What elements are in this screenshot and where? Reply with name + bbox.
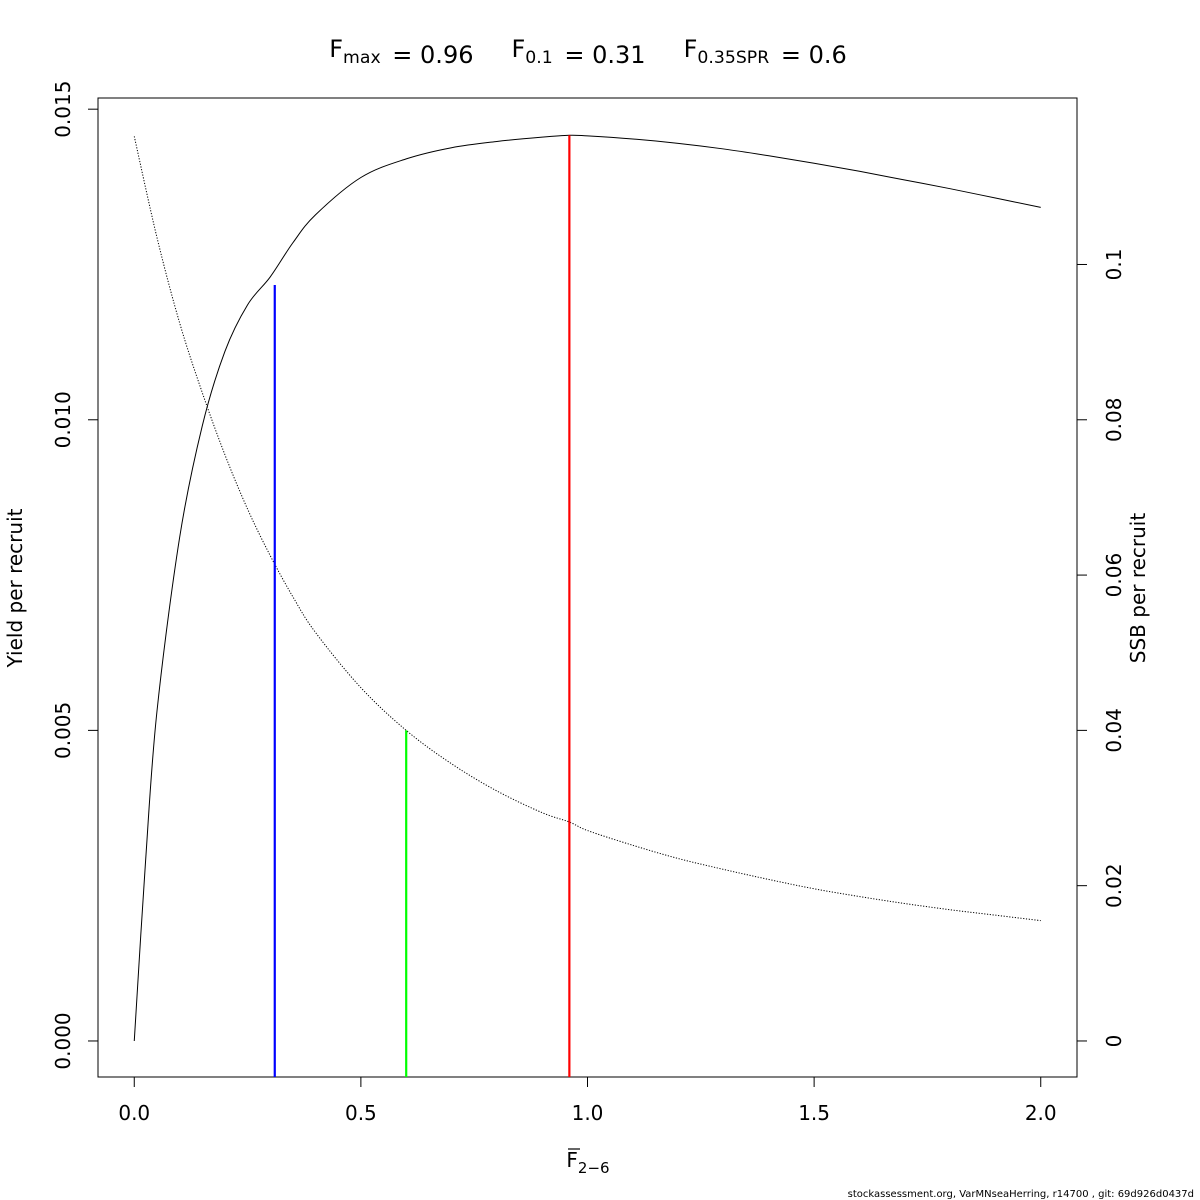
title-part-1-subscript: 0.1 xyxy=(525,48,552,68)
title-part-1-value: = 0.31 xyxy=(557,41,646,69)
y-left-tick-label: 0.015 xyxy=(51,81,75,138)
y-left-tick-label: 0.005 xyxy=(51,702,75,759)
y-left-tick-label: 0.010 xyxy=(51,391,75,448)
chart-title: Fmax = 0.96 F0.1 = 0.31 F0.35SPR = 0.6 xyxy=(329,35,847,69)
x-axis-label: F2−6 xyxy=(566,1148,609,1177)
y-axis-label-right: SSB per recruit xyxy=(1126,513,1150,664)
x-tick-label: 0.5 xyxy=(345,1101,377,1125)
y-right-tick-label: 0.02 xyxy=(1102,863,1126,908)
y-right-tick-label: 0.1 xyxy=(1102,249,1126,281)
x-axis: 0.0 0.5 1.0 1.5 2.0 xyxy=(118,1077,1057,1125)
y-right-tick-label: 0 xyxy=(1102,1035,1126,1048)
y-axis-label-left: Yield per recruit xyxy=(3,508,27,668)
x-tick-label: 0.0 xyxy=(118,1101,150,1125)
y-right-tick-label: 0.06 xyxy=(1102,553,1126,598)
yield-per-recruit-line xyxy=(133,134,1041,1042)
y-right-tick-label: 0.04 xyxy=(1102,708,1126,753)
title-part-2-subscript: 0.35SPR xyxy=(697,48,769,68)
y-left-tick-label: 0.000 xyxy=(51,1012,75,1069)
footer-credit: stockassessment.org, VarMNseaHerring, r1… xyxy=(848,1189,1194,1200)
series-layer xyxy=(133,134,1041,1042)
y-axis-left: 0.000 0.005 0.010 0.015 xyxy=(51,81,98,1070)
x-tick-label: 2.0 xyxy=(1025,1101,1057,1125)
x-tick-label: 1.0 xyxy=(572,1101,604,1125)
title-part-2-value: = 0.6 xyxy=(773,41,847,69)
y-axis-right: 0 0.02 0.04 0.06 0.08 0.1 xyxy=(1077,249,1126,1048)
title-part-0-subscript: max xyxy=(343,48,381,68)
ssb-per-recruit-line xyxy=(133,136,1041,922)
title-part-0-symbol: F xyxy=(329,35,343,63)
x-label-subscript: 2−6 xyxy=(578,1159,610,1177)
title-part-2-symbol: F xyxy=(684,35,698,63)
reference-lines xyxy=(273,135,571,1077)
x-tick-label: 1.5 xyxy=(798,1101,830,1125)
y-right-tick-label: 0.08 xyxy=(1102,398,1126,443)
x-label-symbol: F xyxy=(566,1148,578,1172)
title-part-1-symbol: F xyxy=(511,35,525,63)
title-part-0-value: = 0.96 xyxy=(385,41,474,69)
plot-frame xyxy=(97,97,1078,1078)
